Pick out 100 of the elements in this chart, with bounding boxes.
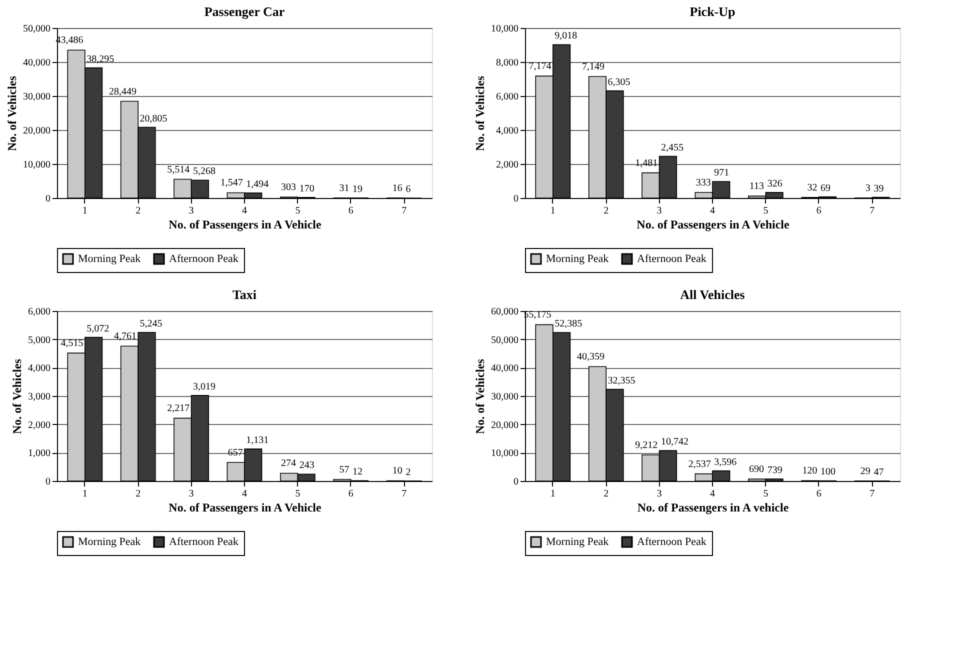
x-tick-label: 3 xyxy=(188,206,194,216)
x-tick-label: 1 xyxy=(550,488,556,500)
data-label: 2 xyxy=(406,466,411,478)
x-tick-label: 5 xyxy=(295,206,300,216)
data-label: 243 xyxy=(299,460,314,472)
data-label: 1,494 xyxy=(246,178,269,190)
data-label: 32,355 xyxy=(608,375,636,386)
y-tick-label: 0 xyxy=(514,194,518,204)
y-tick-label: 2,000 xyxy=(496,160,518,170)
data-label: 5,514 xyxy=(167,164,190,176)
data-label: 4,515 xyxy=(60,338,84,350)
legend-label: Afternoon Peak xyxy=(637,253,707,265)
data-label: 303 xyxy=(281,182,296,193)
data-label: 739 xyxy=(767,464,782,476)
data-label: 7,149 xyxy=(582,61,604,72)
x-tick-label: 4 xyxy=(710,206,715,216)
y-tick-label: 4,000 xyxy=(496,126,518,136)
x-tick-label: 1 xyxy=(82,488,88,500)
data-label: 20,805 xyxy=(140,113,168,124)
y-tick-label: 5,000 xyxy=(28,334,50,346)
x-tick-label: 6 xyxy=(348,206,354,216)
x-tick-label: 1 xyxy=(550,206,556,216)
y-tick-label: 3,000 xyxy=(28,392,50,402)
x-tick-label: 5 xyxy=(295,488,300,500)
y-tick-label: 4,000 xyxy=(28,363,50,374)
data-label: 57 xyxy=(339,464,350,476)
y-tick-label: 40,000 xyxy=(23,58,50,68)
data-label: 3 xyxy=(865,182,870,194)
data-label: 1,547 xyxy=(220,178,243,189)
data-label: 10,742 xyxy=(660,436,688,448)
data-label: 5,245 xyxy=(140,318,162,330)
x-axis-title: No. of Passengers in A Vehicle xyxy=(168,500,322,514)
data-label: 2,455 xyxy=(660,142,684,154)
y-tick-label: 30,000 xyxy=(23,92,50,102)
data-label: 5,072 xyxy=(86,323,110,334)
data-label: 38,295 xyxy=(86,54,114,65)
chart-title: Passenger Car xyxy=(204,4,285,19)
y-axis-title: No. of Vehicles xyxy=(5,76,19,151)
legend-label: Morning Peak xyxy=(78,253,142,265)
data-label: 100 xyxy=(820,466,836,478)
x-tick-label: 2 xyxy=(604,206,609,216)
x-tick-label: 2 xyxy=(136,206,141,216)
data-label: 971 xyxy=(714,167,730,178)
data-label: 5,268 xyxy=(192,166,216,178)
x-axis-title: No. of Passengers in A Vehicle xyxy=(168,218,322,232)
y-tick-label: 10,000 xyxy=(23,160,50,170)
legend-label: Afternoon Peak xyxy=(169,253,239,265)
data-label: 9,212 xyxy=(635,440,658,451)
data-label: 120 xyxy=(802,466,818,477)
y-tick-label: 0 xyxy=(46,194,50,204)
data-label: 170 xyxy=(299,183,314,194)
chart-title: All Vehicles xyxy=(680,287,745,302)
y-tick-label: 40,000 xyxy=(491,363,518,374)
y-tick-label: 60,000 xyxy=(491,306,518,318)
legend-label: Afternoon Peak xyxy=(637,536,707,548)
y-tick-label: 20,000 xyxy=(491,420,518,431)
data-label: 31 xyxy=(339,182,350,194)
x-tick-label: 3 xyxy=(656,206,662,216)
data-label: 2,217 xyxy=(167,403,190,414)
data-label: 40,359 xyxy=(576,352,604,363)
x-tick-label: 5 xyxy=(763,488,768,500)
y-tick-label: 50,000 xyxy=(23,24,50,34)
data-label: 6,305 xyxy=(608,76,630,88)
legend-label: Afternoon Peak xyxy=(169,536,239,548)
y-axis-title: No. of Vehicles xyxy=(10,358,24,434)
x-tick-label: 3 xyxy=(188,488,194,500)
x-tick-label: 7 xyxy=(402,488,407,500)
x-tick-label: 7 xyxy=(870,206,875,216)
y-tick-label: 6,000 xyxy=(496,92,518,102)
legend-label: Morning Peak xyxy=(78,536,142,548)
y-tick-label: 10,000 xyxy=(491,24,518,34)
data-label: 28,449 xyxy=(108,86,136,98)
x-tick-label: 2 xyxy=(136,488,141,500)
x-tick-label: 1 xyxy=(82,206,88,216)
chart-title: Taxi xyxy=(232,287,257,302)
data-label: 113 xyxy=(749,181,764,192)
data-label: 690 xyxy=(749,464,764,476)
x-axis-title: No. of Passengers in A vehicle xyxy=(637,500,790,514)
y-tick-label: 10,000 xyxy=(491,448,518,460)
x-tick-label: 2 xyxy=(604,488,609,500)
x-tick-label: 4 xyxy=(242,206,247,216)
data-label: 47 xyxy=(874,466,884,478)
data-label: 1,131 xyxy=(246,434,269,446)
data-label: 9,018 xyxy=(554,30,578,42)
x-tick-label: 7 xyxy=(870,488,875,500)
x-tick-label: 5 xyxy=(763,206,768,216)
data-label: 39 xyxy=(874,183,884,194)
data-label: 10 xyxy=(392,466,402,477)
data-label: 12 xyxy=(352,466,363,478)
y-tick-label: 0 xyxy=(514,476,518,488)
y-axis-title: No. of Vehicles xyxy=(473,358,487,434)
data-label: 326 xyxy=(767,178,782,190)
y-tick-label: 0 xyxy=(46,476,50,488)
legend-label: Morning Peak xyxy=(546,536,610,548)
data-label: 7,174 xyxy=(528,61,552,72)
y-tick-label: 1,000 xyxy=(28,448,50,460)
data-label: 6 xyxy=(406,184,411,195)
y-tick-label: 20,000 xyxy=(23,126,50,136)
y-tick-label: 2,000 xyxy=(28,420,50,431)
data-label: 3,019 xyxy=(192,381,216,392)
